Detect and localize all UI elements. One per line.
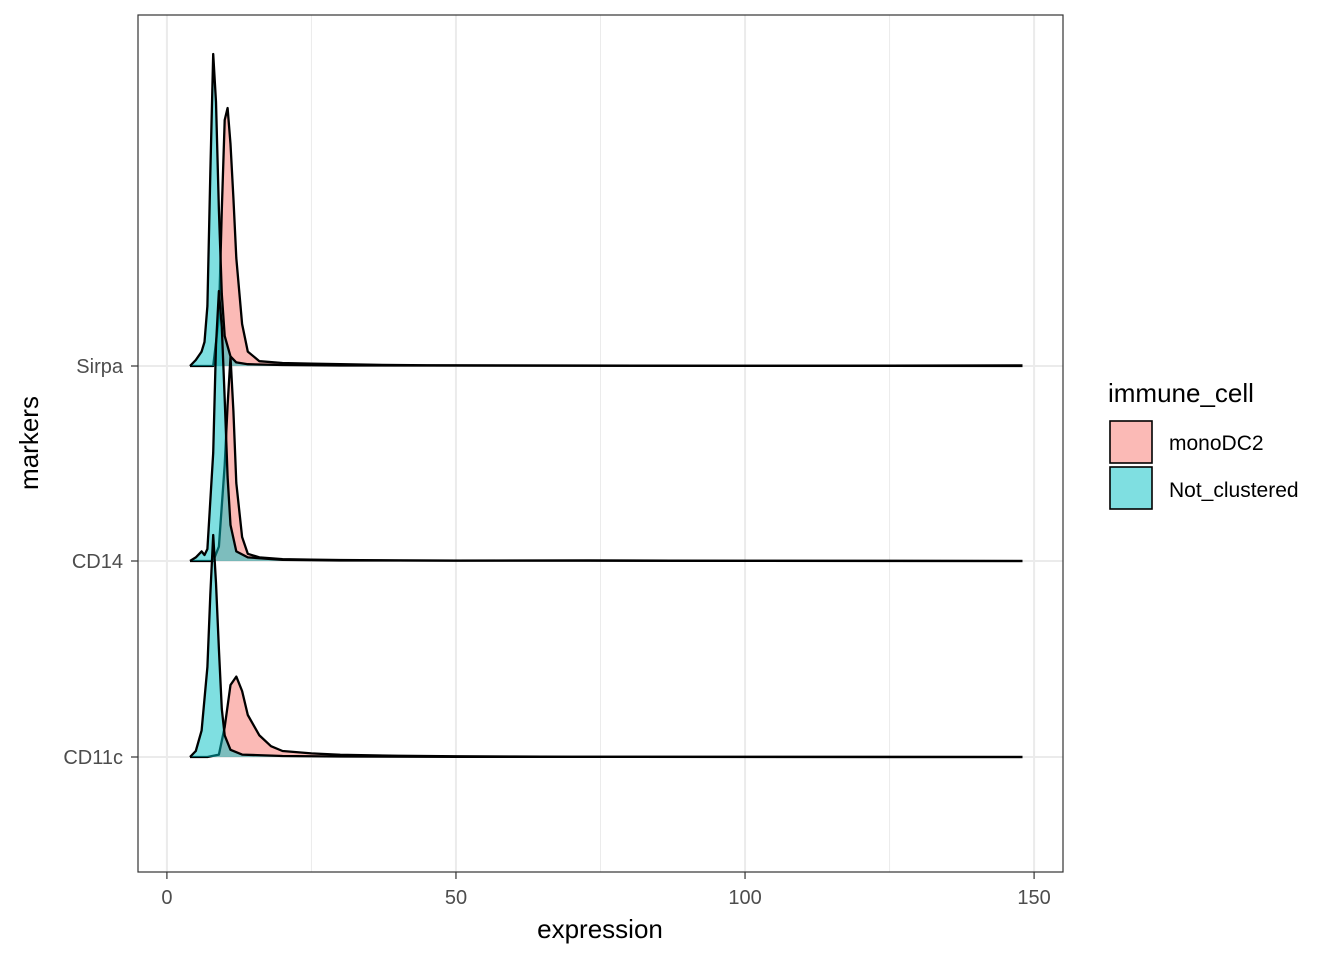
ridge-fill-cd11c-monodc2 [190, 676, 1023, 757]
y-tick-label-sirpa: Sirpa [76, 356, 124, 378]
panel-border [137, 14, 1064, 873]
ridge-outline-sirpa-not-clustered [189, 52, 1023, 368]
x-axis: 0 50 100 150 [161, 872, 1051, 909]
legend-key-not-clustered [1109, 466, 1153, 510]
legend-key-monodc2 [1109, 420, 1153, 464]
ridge-outline-cd14-not-clustered [189, 289, 1023, 563]
x-tick-label: 50 [445, 887, 467, 909]
x-tick-label: 150 [1017, 887, 1050, 909]
x-axis-title: expression [537, 914, 663, 944]
legend-label-monodc2: monoDC2 [1169, 432, 1264, 455]
legend: immune_cell monoDC2 Not_clustered [1108, 378, 1299, 510]
y-tick-label-cd14: CD14 [72, 551, 123, 573]
ridge-layer [189, 52, 1023, 759]
ridge-outline-cd11c-not-clustered [189, 533, 1023, 759]
x-tick-label: 100 [728, 887, 761, 909]
y-tick-label-cd11c: CD11c [63, 747, 123, 769]
legend-label-not-clustered: Not_clustered [1169, 479, 1299, 502]
x-tick-label: 0 [161, 887, 172, 909]
y-axis: CD11c CD14 Sirpa [63, 356, 138, 769]
y-axis-title: markers [14, 396, 44, 490]
legend-title: immune_cell [1108, 378, 1254, 408]
